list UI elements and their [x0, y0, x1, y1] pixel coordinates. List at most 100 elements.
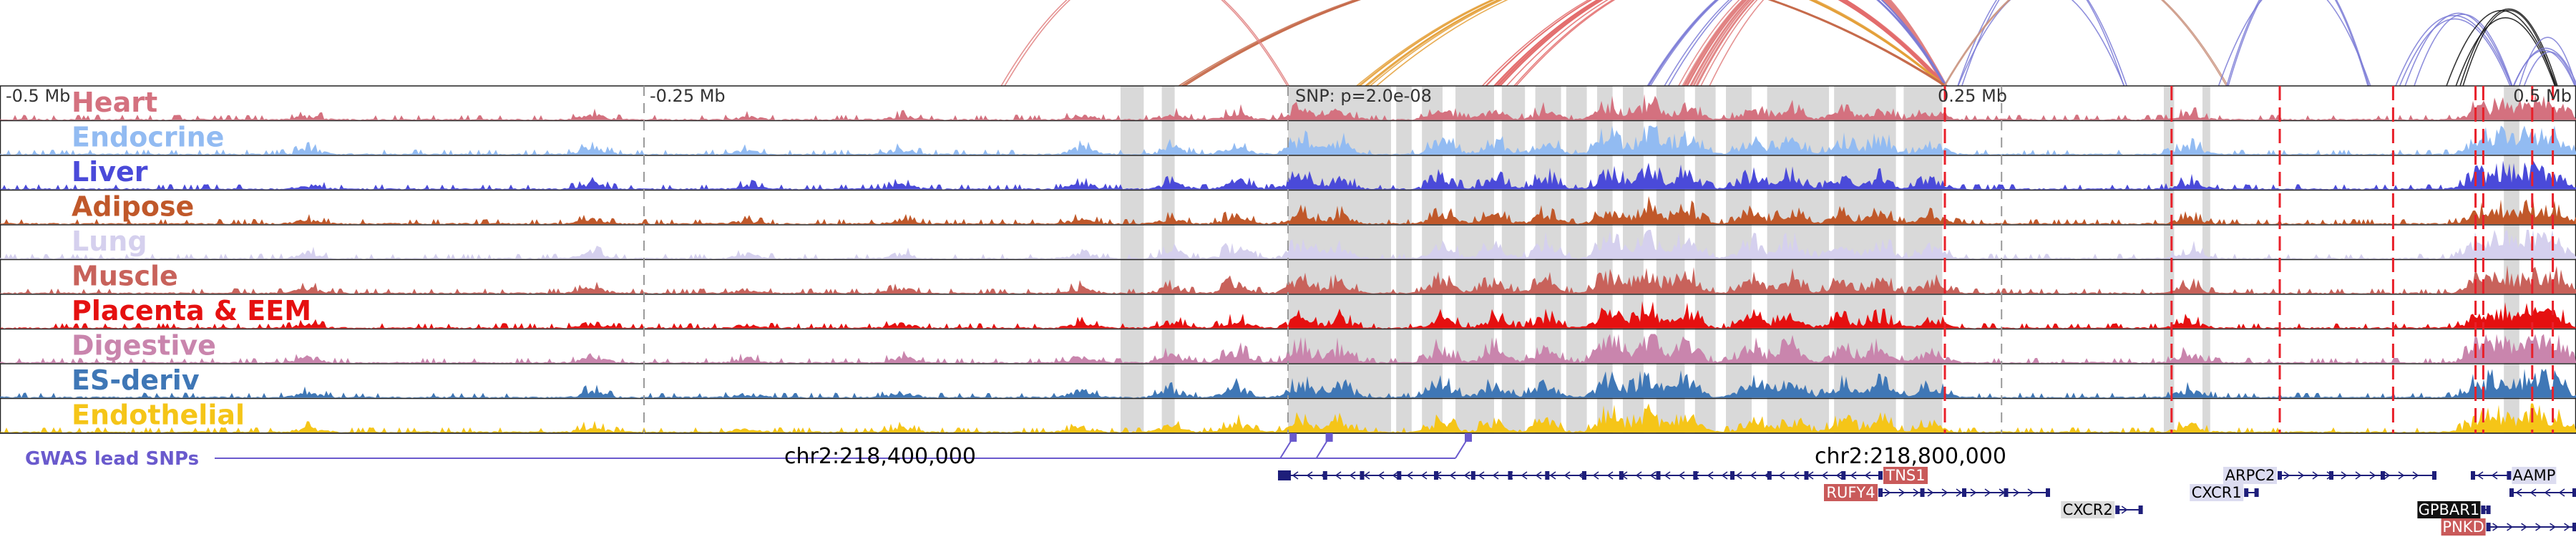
gene-exon — [2486, 505, 2491, 514]
gwas-snp-marker — [1465, 433, 1472, 442]
strand-arrow — [2283, 471, 2290, 480]
gene-track: TNS1 RUFY4 ARPC2 AAMP CXCR1 TMBIM1 CXCR2 GPBAR1… — [1278, 467, 2576, 536]
signal-area — [0, 160, 2576, 190]
gene-label-box — [2417, 501, 2481, 518]
axis-tick-label: -0.5 Mb — [6, 86, 70, 106]
gene-label: CXCR2 — [2063, 501, 2113, 518]
gene-exon — [1878, 488, 1883, 497]
strand-arrow — [1678, 471, 1685, 480]
track-label: Liver — [72, 156, 148, 188]
strand-arrow — [2564, 523, 2570, 531]
gene-aamp: AAMP — [2471, 467, 2557, 484]
gene-exon — [2486, 523, 2491, 531]
track-label: Muscle — [72, 261, 178, 292]
signal-area — [0, 195, 2576, 224]
interaction-arc — [1648, 0, 1948, 87]
strand-arrow — [2521, 523, 2527, 531]
gene-tmbim1: TMBIM1 — [2509, 488, 2576, 497]
strand-arrow — [2550, 523, 2556, 531]
signal-area — [0, 94, 2576, 120]
track-label: Endothelial — [72, 400, 245, 431]
gene-label: AAMP — [2512, 467, 2555, 484]
gene-label-box — [2223, 467, 2277, 484]
interaction-arc — [2395, 15, 2512, 87]
interaction-arc — [2459, 9, 2558, 87]
strand-arrow — [1363, 471, 1370, 480]
interaction-arc — [2404, 12, 2512, 87]
interaction-arc — [1693, 0, 1944, 87]
interaction-arc — [2226, 0, 2368, 87]
strand-arrow — [1649, 471, 1657, 480]
gwas-snp-marker — [1289, 433, 1297, 442]
gene-exon — [1322, 471, 1327, 480]
strand-arrow — [1984, 488, 1991, 497]
gene-exon — [1804, 471, 1809, 480]
interaction-arc — [1367, 0, 1946, 87]
strand-arrow — [2507, 523, 2513, 531]
strand-arrow — [1913, 488, 1920, 497]
gene-exon — [2244, 488, 2249, 497]
interaction-arc — [2228, 0, 2370, 87]
strand-arrow — [1721, 471, 1728, 480]
strand-arrow — [1898, 488, 1906, 497]
interaction-arc — [1376, 0, 1946, 87]
interaction-arc — [2414, 14, 2513, 87]
gene-label: PNKD — [2442, 518, 2484, 536]
interaction-arc — [1700, 0, 1947, 87]
strand-arrow — [1478, 471, 1485, 480]
gene-exon — [1582, 471, 1586, 480]
gene-exon — [1360, 471, 1365, 480]
gene-exon — [1470, 471, 1475, 480]
signal-area — [0, 230, 2576, 259]
gene-exon — [2572, 488, 2576, 497]
interaction-arc — [1944, 0, 2229, 87]
interaction-arc — [2218, 0, 2371, 87]
strand-arrow — [2515, 488, 2522, 497]
signal-area — [0, 125, 2576, 155]
track-label: Digestive — [72, 330, 216, 362]
gene-exon — [1920, 488, 1925, 497]
gene-exon — [1619, 471, 1624, 480]
gene-label: RUFY4 — [1826, 484, 1875, 501]
interaction-arc — [1957, 0, 2127, 87]
gene-exon — [2481, 505, 2486, 514]
strand-arrow — [2535, 523, 2542, 531]
distance-axis: -0.5 Mb -0.25 Mb 0.25 Mb 0.5 Mb SNP: p=2.0e-… — [6, 86, 2572, 106]
gene-exon — [1962, 488, 1966, 497]
strand-arrow — [2544, 488, 2551, 497]
strand-arrow — [2121, 505, 2128, 514]
interaction-arc — [2512, 49, 2576, 87]
interaction-arc — [1687, 0, 1946, 87]
gwas-snp-marker — [1325, 433, 1333, 442]
interaction-arc — [1667, 0, 1946, 87]
strand-arrow — [2013, 488, 2020, 497]
snp-pvalue-label: SNP: p=2.0e-08 — [1295, 86, 1432, 106]
interaction-arc — [1000, 0, 1288, 87]
interaction-arc — [1485, 0, 1945, 87]
strand-arrow — [1664, 471, 1671, 480]
strand-arrow — [1864, 471, 1871, 480]
strand-arrow — [2384, 471, 2391, 480]
strand-arrow — [1927, 488, 1934, 497]
strand-arrow — [2355, 471, 2362, 480]
strand-arrow — [1420, 471, 1428, 480]
gwas-track-label: GWAS lead SNPs — [25, 448, 199, 470]
track-label: Placenta & EEM — [72, 295, 311, 326]
strand-arrow — [1535, 471, 1542, 480]
gene-exon — [2046, 488, 2050, 497]
strand-arrow — [1835, 471, 1843, 480]
signal-area — [0, 301, 2576, 329]
interaction-arc — [2399, 18, 2511, 87]
strand-arrow — [2341, 471, 2348, 480]
track-label: Heart — [72, 87, 157, 118]
axis-tick-label: -0.25 Mb — [650, 86, 726, 106]
gene-exon — [2115, 505, 2120, 514]
interaction-arc — [2446, 10, 2557, 87]
gene-exon — [1878, 471, 1883, 480]
interaction-arc — [1004, 0, 1289, 87]
gene-exon — [1730, 471, 1735, 480]
strand-arrow — [2298, 471, 2305, 480]
strand-arrow — [1707, 471, 1714, 480]
interaction-arc — [1178, 0, 1946, 87]
gene-rufy4: RUFY4 — [1824, 484, 2050, 501]
